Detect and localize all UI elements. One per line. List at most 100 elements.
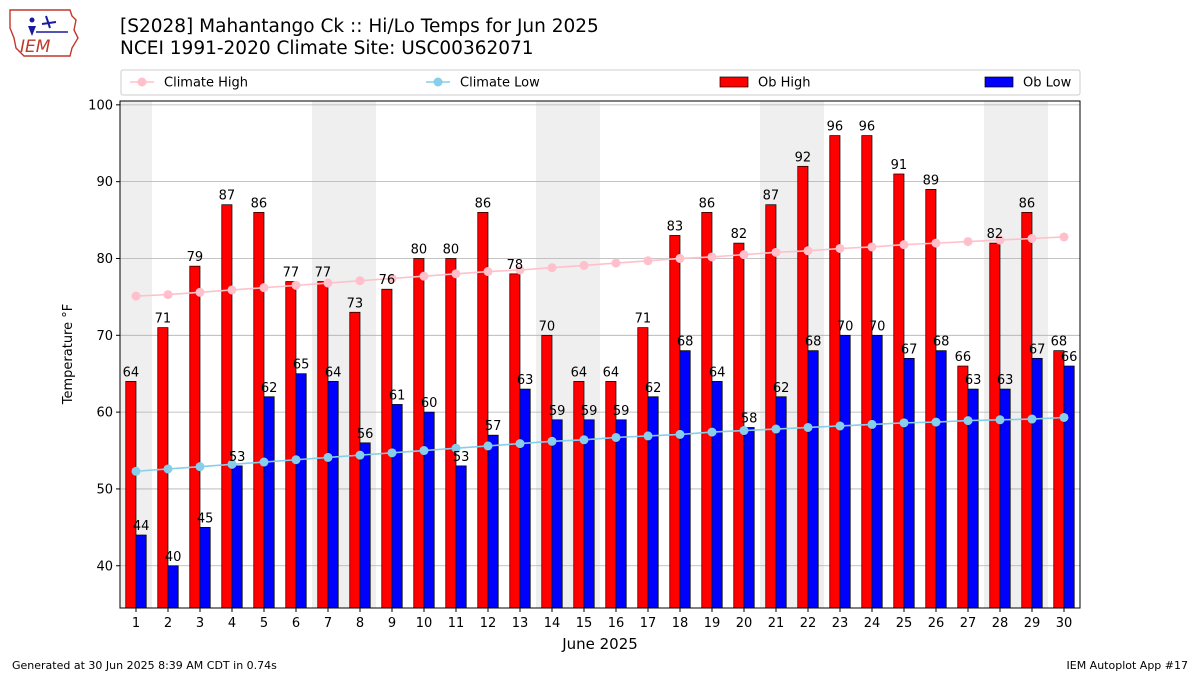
- x-tick-label: 14: [544, 616, 561, 631]
- high-bar: [765, 204, 777, 609]
- climate-high-point: [547, 263, 557, 273]
- low-bar: [679, 350, 691, 609]
- bars: [125, 135, 1075, 609]
- low-bar: [487, 434, 499, 609]
- climate-low-point: [643, 431, 653, 441]
- high-bar: [925, 188, 937, 609]
- low-bar: [583, 419, 595, 609]
- high-bar-label: 92: [795, 150, 812, 165]
- low-bar-label: 68: [677, 335, 694, 350]
- high-bar: [253, 212, 265, 609]
- low-bar: [1031, 357, 1043, 609]
- climate-high-point: [291, 280, 301, 290]
- legend-ob-low-label: Ob Low: [1023, 76, 1072, 91]
- x-tick-label: 29: [1024, 616, 1041, 631]
- x-tick-label: 17: [640, 616, 657, 631]
- x-tick-label: 8: [356, 616, 364, 631]
- climate-high-point: [131, 291, 141, 301]
- high-bar: [669, 235, 681, 609]
- climate-low-point: [931, 417, 941, 427]
- high-bar-label: 70: [539, 319, 556, 334]
- climate-high-point: [675, 253, 685, 263]
- x-tick-label: 20: [736, 616, 753, 631]
- x-tick-label: 4: [228, 616, 236, 631]
- x-tick-label: 18: [672, 616, 689, 631]
- low-bar-label: 53: [229, 450, 246, 465]
- climate-low-point: [707, 427, 717, 437]
- low-bar: [263, 396, 275, 609]
- climate-high-point: [163, 290, 173, 300]
- low-bar-label: 64: [709, 365, 726, 380]
- high-bar-label: 76: [379, 273, 396, 288]
- climate-low-point: [515, 439, 525, 449]
- x-tick-label: 5: [260, 616, 268, 631]
- x-tick-label: 16: [608, 616, 625, 631]
- y-tick-label: 50: [96, 482, 113, 497]
- low-bar: [711, 381, 723, 609]
- climate-low-point: [771, 424, 781, 434]
- chart-subtitle: NCEI 1991-2020 Climate Site: USC00362071: [120, 38, 534, 59]
- low-bar: [615, 419, 627, 609]
- climate-low-point: [1027, 414, 1037, 424]
- footer-app: IEM Autoplot App #17: [1066, 659, 1189, 672]
- low-bar: [327, 381, 339, 609]
- low-bar-label: 45: [197, 511, 214, 526]
- low-bar-label: 62: [645, 381, 662, 396]
- climate-low-point: [163, 464, 173, 474]
- low-bar-label: 64: [325, 365, 342, 380]
- x-tick-label: 12: [480, 616, 497, 631]
- y-tick-label: 100: [88, 98, 113, 113]
- climate-high-point: [803, 246, 813, 256]
- climate-low-line: [135, 416, 1065, 473]
- low-bar: [423, 411, 435, 609]
- high-bar-label: 66: [955, 350, 972, 365]
- plot-frame: [119, 100, 1081, 609]
- logo-text: IEM: [20, 37, 51, 57]
- climate-high-point: [259, 283, 269, 293]
- climate-high-point: [963, 237, 973, 247]
- climate-high-point: [579, 260, 589, 270]
- x-tick-label: 28: [992, 616, 1009, 631]
- x-tick-label: 26: [928, 616, 945, 631]
- low-bar-label: 68: [933, 335, 950, 350]
- high-bar-label: 64: [603, 365, 620, 380]
- high-bar-label: 77: [283, 266, 300, 281]
- climate-low-point: [579, 435, 589, 445]
- low-bar-label: 57: [485, 419, 502, 434]
- low-bar: [807, 350, 819, 609]
- high-bar: [829, 135, 841, 609]
- low-bar-label: 62: [261, 381, 278, 396]
- climate-high-point: [835, 243, 845, 253]
- high-bar: [1053, 350, 1065, 609]
- low-bar-label: 68: [805, 335, 822, 350]
- high-bar: [861, 135, 873, 609]
- climate-low-point: [835, 421, 845, 431]
- high-bar: [349, 311, 361, 609]
- high-bar-label: 82: [987, 227, 1004, 242]
- low-bar-label: 56: [357, 427, 374, 442]
- footer-generated: Generated at 30 Jun 2025 8:39 AM CDT in …: [12, 659, 277, 672]
- legend: Climate High Climate Low Ob High Ob Low: [120, 69, 1081, 96]
- x-tick-label: 13: [512, 616, 529, 631]
- low-bar-label: 67: [901, 342, 918, 357]
- climate-high-point: [195, 287, 205, 297]
- high-bar: [797, 165, 809, 609]
- low-bar-label: 63: [997, 373, 1014, 388]
- high-bar: [637, 327, 649, 609]
- climate-high-point: [899, 240, 909, 250]
- high-bar-label: 89: [923, 173, 940, 188]
- low-bar: [519, 388, 531, 609]
- low-bar: [199, 526, 211, 609]
- low-bar-label: 60: [421, 396, 438, 411]
- y-axis-label: Temperature °F: [61, 304, 76, 405]
- x-tick-label: 15: [576, 616, 593, 631]
- x-tick-label: 22: [800, 616, 817, 631]
- high-bar-label: 64: [571, 365, 588, 380]
- high-bar-label: 91: [891, 158, 908, 173]
- high-bar: [701, 212, 713, 609]
- high-bar: [893, 173, 905, 609]
- low-bar-label: 63: [517, 373, 534, 388]
- x-tick-label: 1: [132, 616, 140, 631]
- x-tick-label: 19: [704, 616, 721, 631]
